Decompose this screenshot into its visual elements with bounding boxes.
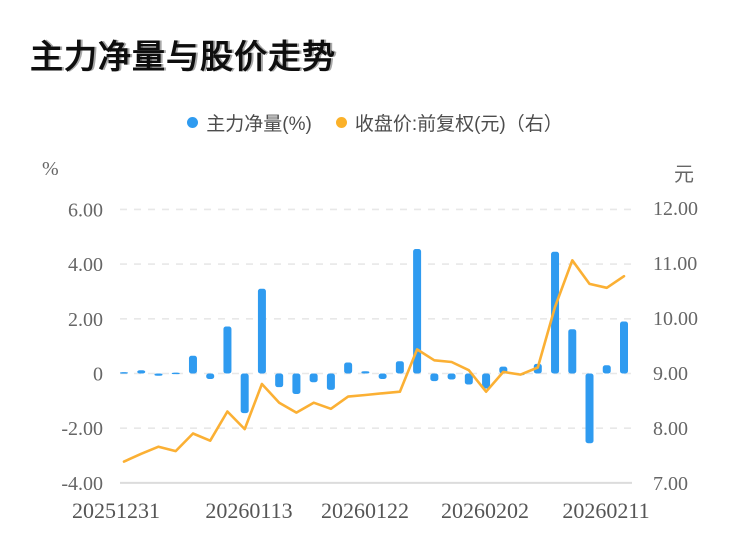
bar[interactable] xyxy=(309,373,318,383)
legend-dot-icon xyxy=(187,117,199,128)
right-axis-tick-label: 7.00 xyxy=(653,473,688,495)
left-axis-tick-label: 0 xyxy=(93,364,103,386)
x-axis-tick-label: 20260113 xyxy=(205,498,292,523)
bar[interactable] xyxy=(344,362,353,374)
bar[interactable] xyxy=(240,373,249,414)
bar[interactable] xyxy=(482,373,491,389)
left-axis-tick-label: -4.00 xyxy=(61,473,103,495)
bar[interactable] xyxy=(413,249,422,374)
legend-item-main-net-volume[interactable]: 主力净量(%) xyxy=(187,109,312,136)
bar[interactable] xyxy=(275,373,284,388)
bar[interactable] xyxy=(585,373,594,444)
bar[interactable] xyxy=(447,373,456,380)
right-axis-tick-label: 8.00 xyxy=(653,418,688,440)
bar[interactable] xyxy=(378,373,387,379)
right-axis-tick-label: 12.00 xyxy=(653,198,698,220)
legend-dot-icon xyxy=(335,117,347,128)
left-axis-tick-label: 2.00 xyxy=(68,309,103,331)
bar[interactable] xyxy=(551,251,560,374)
bar[interactable] xyxy=(568,329,577,374)
left-axis-unit: % xyxy=(42,158,59,180)
left-axis-tick-label: 6.00 xyxy=(68,199,103,221)
bar[interactable] xyxy=(171,372,180,375)
bar[interactable] xyxy=(223,326,232,374)
bar[interactable] xyxy=(154,373,163,376)
x-axis-tick-label: 20251231 xyxy=(72,498,160,523)
bar[interactable] xyxy=(206,373,215,379)
x-axis-tick-label: 20260122 xyxy=(321,498,409,523)
right-axis-tick-label: 11.00 xyxy=(653,253,697,275)
bar[interactable] xyxy=(602,365,611,374)
right-axis-unit: 元 xyxy=(674,164,694,186)
price-line[interactable] xyxy=(122,258,626,463)
left-axis-tick-label: 4.00 xyxy=(68,254,103,276)
bar[interactable] xyxy=(137,370,146,374)
bar[interactable] xyxy=(361,371,370,374)
x-axis-tick-label: 20260202 xyxy=(441,498,529,523)
left-axis-tick-label: -2.00 xyxy=(61,418,103,440)
bar[interactable] xyxy=(292,373,301,395)
bar[interactable] xyxy=(326,373,335,390)
bar[interactable] xyxy=(257,288,266,374)
bar[interactable] xyxy=(120,372,128,374)
right-axis-tick-label: 9.00 xyxy=(653,363,688,385)
bar[interactable] xyxy=(430,373,439,382)
right-axis-tick-label: 10.00 xyxy=(653,308,698,330)
x-axis-tick-label: 20260211 xyxy=(562,498,649,523)
legend-label-close-price: 收盘价:前复权(元)（右） xyxy=(354,114,563,135)
legend: 主力净量(%) 收盘价:前复权(元)（右） xyxy=(0,109,750,136)
bar[interactable] xyxy=(620,321,628,374)
bar[interactable] xyxy=(395,361,404,374)
legend-item-close-price[interactable]: 收盘价:前复权(元)（右） xyxy=(335,109,563,136)
bar[interactable] xyxy=(464,373,473,385)
bar[interactable] xyxy=(188,355,197,374)
chart-title: 主力净量与股价走势 xyxy=(30,38,336,75)
legend-label-main-net-volume: 主力净量(%) xyxy=(206,114,312,135)
